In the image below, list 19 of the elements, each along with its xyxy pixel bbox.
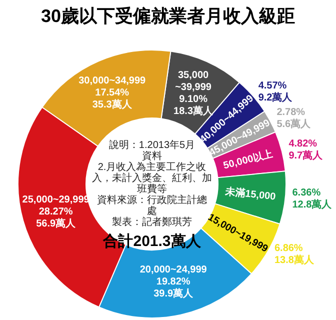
- slice-label: 30,000~34,999: [78, 75, 146, 86]
- chart-title: 30歲以下受僱就業者月收入級距: [40, 6, 296, 26]
- data-label: 6.36% 12.8萬人: [292, 188, 333, 211]
- slice-label: 未滿15,000: [224, 186, 277, 203]
- text: 2.月收入為主要工作之收入，未計入獎金、紅利、加班費等: [92, 161, 212, 195]
- data-label: 19.82% 39.9萬人: [154, 276, 194, 300]
- data-label: 28.27% 56.9萬人: [36, 206, 77, 230]
- data-label: 4.82% 9.7萬人: [288, 138, 324, 162]
- data-label: 4.57% 9.2萬人: [258, 80, 294, 104]
- slice-label: 35,000 ~39,999: [175, 70, 212, 93]
- slice-label: 25,000~29,999: [22, 194, 90, 206]
- data-label: 17.54% 35.3萬人: [92, 87, 133, 110]
- text: 製表：記者鄭琪芳: [112, 216, 192, 228]
- text: 合計201.3萬人: [102, 233, 202, 250]
- source-note: 資料來源：行政院主計總處: [97, 194, 207, 217]
- text: 說明：1.2013年5月資料: [108, 139, 196, 162]
- data-label: 6.86% 13.8萬人: [274, 242, 315, 266]
- data-label: 2.78% 5.6萬人: [276, 107, 312, 130]
- slice-label: 20,000~24,999: [140, 264, 208, 276]
